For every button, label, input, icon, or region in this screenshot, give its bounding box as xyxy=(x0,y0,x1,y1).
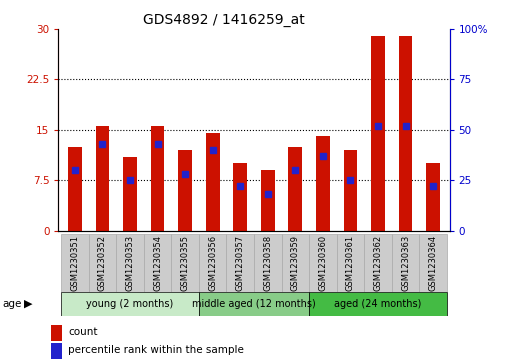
Bar xyxy=(309,234,337,292)
Text: young (2 months): young (2 months) xyxy=(86,299,174,309)
Text: GSM1230363: GSM1230363 xyxy=(401,235,410,291)
Bar xyxy=(261,170,275,231)
Text: percentile rank within the sample: percentile rank within the sample xyxy=(68,345,244,355)
Text: GSM1230361: GSM1230361 xyxy=(346,235,355,291)
Bar xyxy=(254,234,281,292)
Bar xyxy=(51,325,61,341)
Bar xyxy=(316,136,330,231)
Text: GSM1230358: GSM1230358 xyxy=(263,235,272,291)
Text: GSM1230360: GSM1230360 xyxy=(319,235,327,291)
Bar xyxy=(199,292,309,316)
Bar xyxy=(337,234,364,292)
Bar xyxy=(68,147,82,231)
Text: GSM1230352: GSM1230352 xyxy=(98,235,107,291)
Text: middle aged (12 months): middle aged (12 months) xyxy=(192,299,316,309)
Bar xyxy=(123,156,137,231)
Bar xyxy=(289,147,302,231)
Bar xyxy=(233,163,247,231)
Text: GSM1230355: GSM1230355 xyxy=(181,235,189,291)
Bar xyxy=(61,234,89,292)
Bar xyxy=(116,234,144,292)
Bar xyxy=(51,343,61,359)
Bar xyxy=(371,36,385,231)
Bar xyxy=(199,234,227,292)
Text: GSM1230357: GSM1230357 xyxy=(236,235,245,291)
Text: GSM1230351: GSM1230351 xyxy=(71,235,79,291)
Bar xyxy=(171,234,199,292)
Bar xyxy=(419,234,447,292)
Text: GSM1230362: GSM1230362 xyxy=(373,235,383,291)
Text: ▶: ▶ xyxy=(24,299,33,309)
Bar xyxy=(61,292,199,316)
Text: count: count xyxy=(68,327,98,337)
Bar xyxy=(89,234,116,292)
Text: GSM1230354: GSM1230354 xyxy=(153,235,162,291)
Text: GSM1230364: GSM1230364 xyxy=(429,235,437,291)
Text: aged (24 months): aged (24 months) xyxy=(334,299,422,309)
Bar xyxy=(426,163,440,231)
Bar xyxy=(227,234,254,292)
Bar xyxy=(392,234,419,292)
Bar xyxy=(178,150,192,231)
Text: GSM1230356: GSM1230356 xyxy=(208,235,217,291)
Bar xyxy=(144,234,171,292)
Bar xyxy=(309,292,447,316)
Text: GSM1230353: GSM1230353 xyxy=(125,235,135,291)
Bar xyxy=(151,126,165,231)
Text: GSM1230359: GSM1230359 xyxy=(291,235,300,291)
Bar xyxy=(206,133,219,231)
Bar xyxy=(343,150,357,231)
Text: GDS4892 / 1416259_at: GDS4892 / 1416259_at xyxy=(143,13,304,27)
Bar xyxy=(364,234,392,292)
Bar xyxy=(281,234,309,292)
Bar xyxy=(399,36,412,231)
Text: age: age xyxy=(3,299,22,309)
Bar xyxy=(96,126,109,231)
